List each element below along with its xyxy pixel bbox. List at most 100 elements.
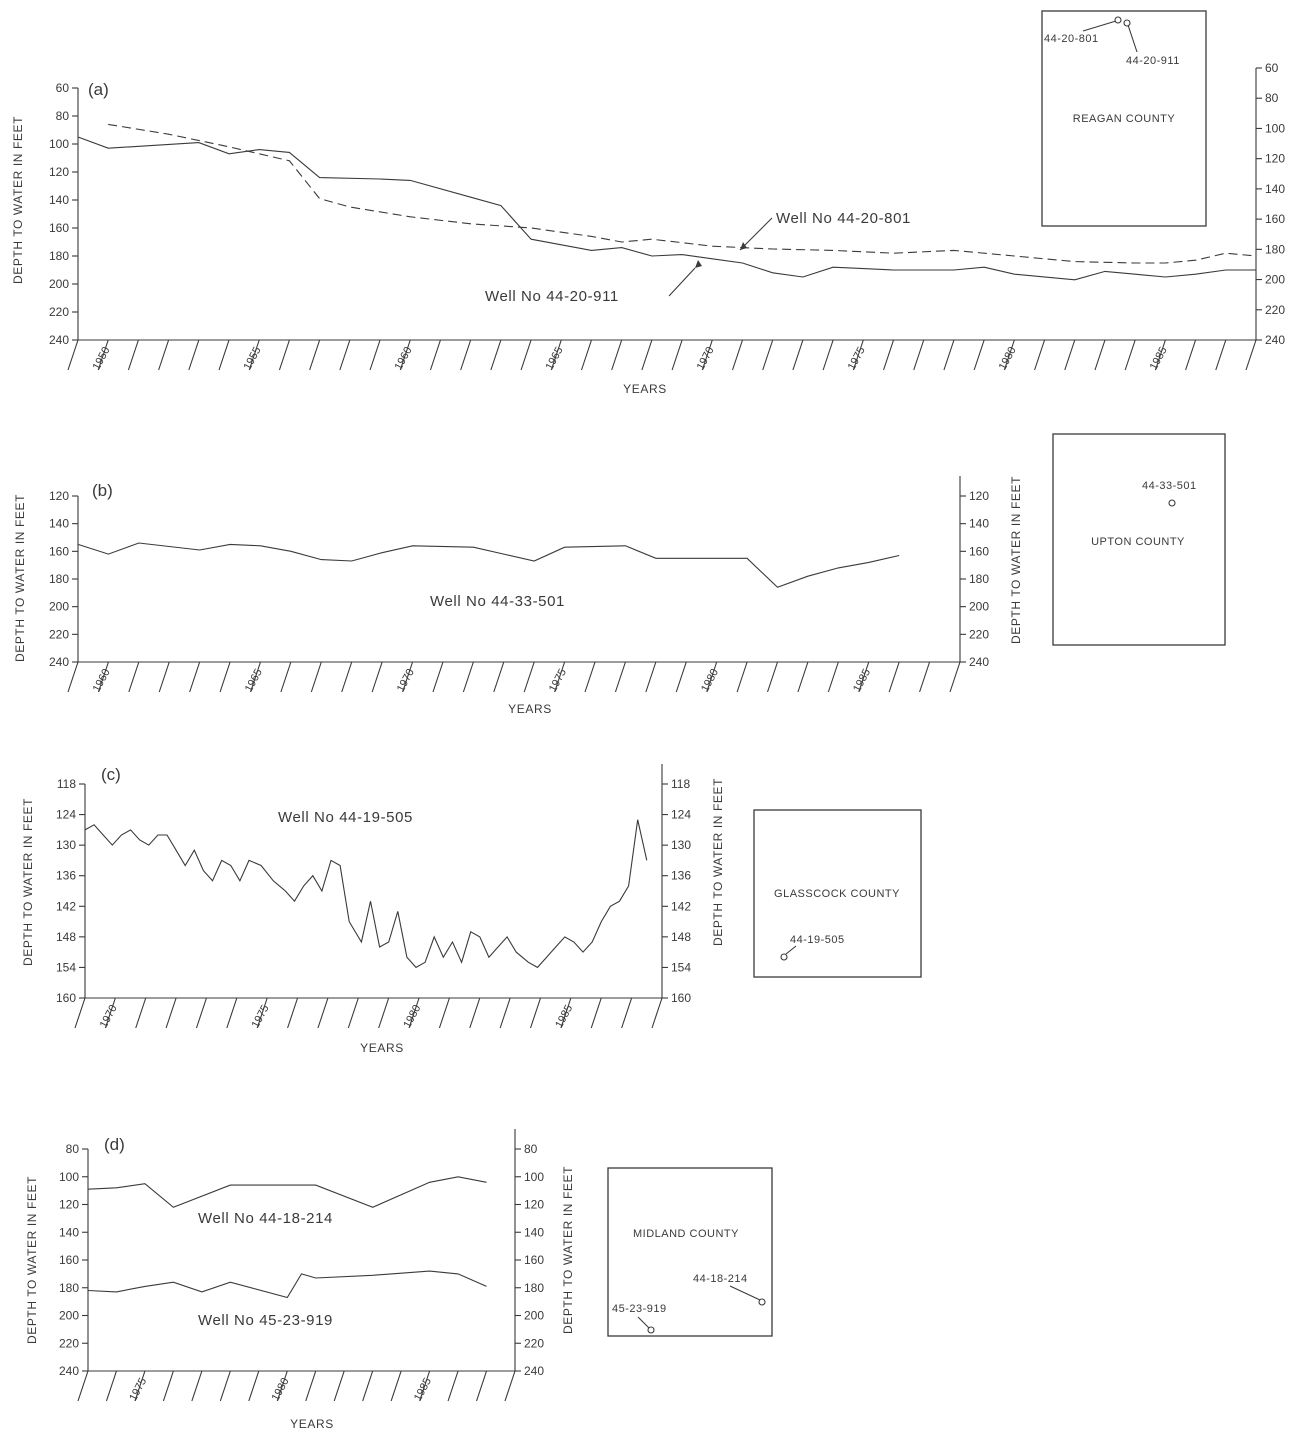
right-y-tick-label: 120 bbox=[969, 489, 989, 503]
x-tick-label: 1975 bbox=[846, 345, 868, 372]
y-axis-title-b: DEPTH TO WATER IN FEET bbox=[13, 494, 27, 662]
x-tick bbox=[614, 661, 626, 693]
right-y-tick-label: 220 bbox=[1265, 303, 1285, 317]
x-axis-title-c: YEARS bbox=[360, 1041, 404, 1055]
x-tick bbox=[550, 339, 562, 371]
right-y-tick-label: 240 bbox=[969, 655, 989, 669]
x-tick bbox=[305, 1370, 317, 1402]
well-marker-icon bbox=[1114, 16, 1122, 24]
x-tick bbox=[218, 339, 230, 371]
y-tick-label: 160 bbox=[49, 221, 69, 235]
x-tick bbox=[104, 997, 116, 1029]
x-tick-label: 1980 bbox=[270, 1376, 292, 1403]
x-tick bbox=[339, 339, 351, 371]
x-tick bbox=[736, 661, 748, 693]
x-tick bbox=[1094, 339, 1106, 371]
x-tick bbox=[462, 661, 474, 693]
x-tick bbox=[371, 661, 383, 693]
x-tick bbox=[469, 997, 481, 1029]
panel-label-a: (a) bbox=[88, 80, 109, 99]
y-tick-label: 140 bbox=[59, 1225, 79, 1239]
right-y-tick-label: 140 bbox=[969, 517, 989, 531]
leader-line bbox=[1082, 20, 1117, 32]
x-tick bbox=[438, 997, 450, 1029]
x-tick bbox=[158, 339, 170, 371]
x-tick bbox=[97, 339, 109, 371]
x-tick bbox=[949, 661, 961, 693]
y-tick-label: 100 bbox=[59, 1170, 79, 1184]
x-tick bbox=[402, 661, 414, 693]
plot-a: 60 80 100 120 140 160 180 200 220 240 60 80 100 120 14… bbox=[49, 61, 1285, 372]
glasscock-county-map: GLASSCOCK COUNTY 44-19-505 bbox=[753, 809, 922, 978]
x-tick-label: 1955 bbox=[242, 345, 264, 372]
x-tick-label: 1980 bbox=[699, 667, 721, 694]
x-tick bbox=[883, 339, 895, 371]
panel-label-c: (c) bbox=[101, 765, 121, 784]
well-label: 44-19-505 bbox=[790, 934, 845, 946]
x-axis-title-d: YEARS bbox=[290, 1417, 334, 1431]
panel-a: (a) DEPTH TO WATER IN FEET YEARS 60 80 100… bbox=[11, 61, 1285, 396]
panel-b: (b) DEPTH TO WATER IN FEET DEPTH TO WATE… bbox=[13, 476, 1023, 716]
x-tick bbox=[554, 661, 566, 693]
well-label: 45-23-919 bbox=[612, 1303, 667, 1315]
x-tick bbox=[429, 339, 441, 371]
midland-county-map: MIDLAND COUNTY 44-18-214 45-23-919 bbox=[607, 1167, 773, 1337]
well-marker-icon bbox=[1123, 19, 1131, 27]
x-tick-label: 1985 bbox=[851, 667, 873, 694]
right-y-tick-label: 140 bbox=[1265, 182, 1285, 196]
y-tick-label: 120 bbox=[49, 489, 69, 503]
x-tick bbox=[105, 1370, 117, 1402]
x-tick bbox=[248, 1370, 260, 1402]
x-tick bbox=[162, 1370, 174, 1402]
series-line-well-no-45-23-919 bbox=[87, 1270, 487, 1299]
y-axis-title-d: DEPTH TO WATER IN FEET bbox=[25, 1176, 39, 1344]
x-tick bbox=[651, 997, 663, 1029]
x-tick bbox=[493, 661, 505, 693]
y-tick-label: 140 bbox=[49, 193, 69, 207]
x-tick bbox=[1245, 339, 1257, 371]
right-y-tick-label: 140 bbox=[524, 1225, 544, 1239]
series-label: Well No 44-33-501 bbox=[430, 593, 565, 610]
x-tick bbox=[226, 997, 238, 1029]
y-tick-label: 118 bbox=[57, 777, 76, 791]
x-axis-title-b: YEARS bbox=[508, 702, 552, 716]
x-tick bbox=[67, 661, 79, 693]
x-tick bbox=[590, 997, 602, 1029]
reagan-county-map: REAGAN COUNTY 44-20-801 44-20-911 bbox=[1041, 10, 1207, 227]
x-tick bbox=[762, 339, 774, 371]
y-tick-label: 142 bbox=[56, 899, 76, 913]
map-frame bbox=[607, 1167, 773, 1337]
x-tick bbox=[310, 661, 322, 693]
panel-label-d: (d) bbox=[104, 1135, 125, 1154]
panel-label-b: (b) bbox=[92, 481, 113, 500]
series-label: Well No 45-23-919 bbox=[198, 1312, 333, 1329]
series-line-well-no-44-20-801 bbox=[108, 123, 1257, 264]
x-tick bbox=[852, 339, 864, 371]
plot-c: 118 124 130 136 142 148 154 160 118 124 130 136 142 1… bbox=[56, 764, 691, 1030]
x-tick-label: 1965 bbox=[544, 345, 566, 372]
x-tick bbox=[369, 339, 381, 371]
x-tick bbox=[432, 661, 444, 693]
x-tick bbox=[520, 339, 532, 371]
x-tick bbox=[671, 339, 683, 371]
x-tick bbox=[560, 997, 572, 1029]
plot-b: 120 140 160 180 200 220 240 120 140 160 180 200 220 2… bbox=[49, 476, 989, 694]
x-tick bbox=[378, 997, 390, 1029]
right-y-tick-label: 142 bbox=[671, 899, 691, 913]
x-tick-label: 1980 bbox=[401, 1003, 423, 1030]
x-tick bbox=[973, 339, 985, 371]
x-tick bbox=[913, 339, 925, 371]
x-tick bbox=[219, 1370, 231, 1402]
right-y-tick-label: 220 bbox=[969, 627, 989, 641]
series-line-well-no-44-20-911 bbox=[77, 136, 1256, 281]
x-tick-label: 1975 bbox=[547, 667, 569, 694]
y-tick-label: 130 bbox=[56, 838, 76, 852]
right-y-tick-label: 160 bbox=[671, 991, 691, 1005]
x-tick bbox=[1034, 339, 1046, 371]
leader-line bbox=[637, 1316, 650, 1329]
well-marker-icon bbox=[758, 1298, 766, 1306]
series-label: Well No 44-19-505 bbox=[278, 809, 413, 826]
right-axis-title-d: DEPTH TO WATER IN FEET bbox=[561, 1166, 575, 1334]
x-tick bbox=[943, 339, 955, 371]
